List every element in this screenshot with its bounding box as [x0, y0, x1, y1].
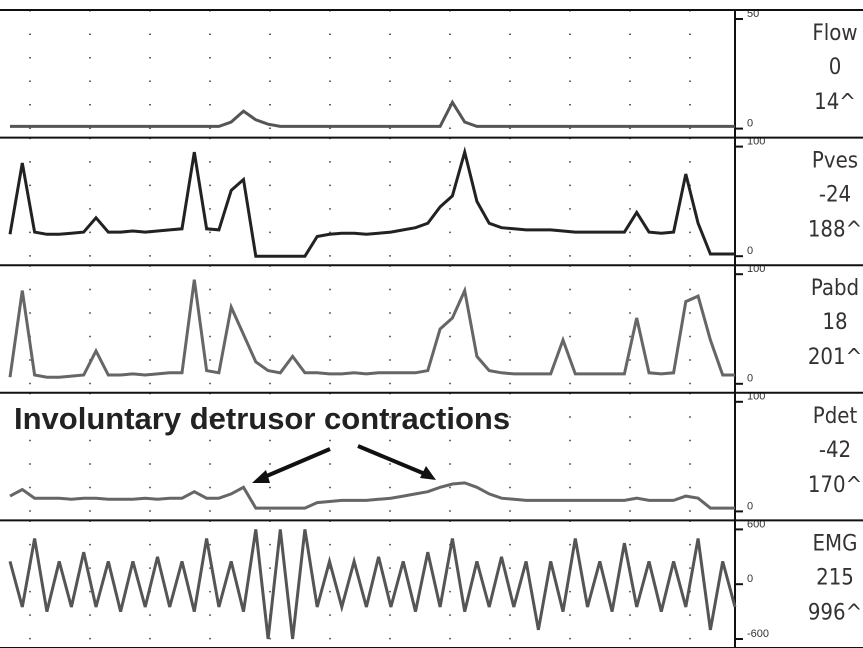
- y-tick-label: 0: [747, 573, 753, 585]
- y-tick-label: -600: [747, 628, 769, 640]
- current-value: -24: [819, 183, 851, 208]
- channel-name: Pves: [812, 149, 858, 174]
- trace: [8, 279, 735, 379]
- trace: [9, 481, 735, 510]
- channel-name: Pdet: [813, 404, 858, 429]
- max-value: 188^: [808, 218, 862, 243]
- max-value: 201^: [808, 345, 862, 370]
- max-value: 14^: [814, 90, 856, 115]
- arrows: [252, 444, 436, 483]
- channel-name: EMG: [813, 531, 858, 556]
- trace: [10, 99, 735, 128]
- current-value: 18: [822, 310, 847, 335]
- y-tick-label: 0: [747, 500, 753, 512]
- current-value: 215: [816, 565, 854, 590]
- current-value: -42: [819, 438, 851, 463]
- max-value: 170^: [808, 473, 862, 498]
- max-value: 996^: [808, 600, 862, 625]
- annotation: Involuntary detrusor contractions: [14, 401, 510, 436]
- channel-name: Flow: [812, 21, 857, 46]
- y-tick-label: 0: [747, 245, 753, 257]
- y-tick-label: 0: [747, 373, 753, 385]
- trace: [8, 146, 735, 258]
- y-tick-label: 0: [747, 118, 753, 130]
- current-value: 0: [829, 55, 842, 80]
- channel-name: Pabd: [811, 276, 859, 301]
- trace: [8, 529, 737, 640]
